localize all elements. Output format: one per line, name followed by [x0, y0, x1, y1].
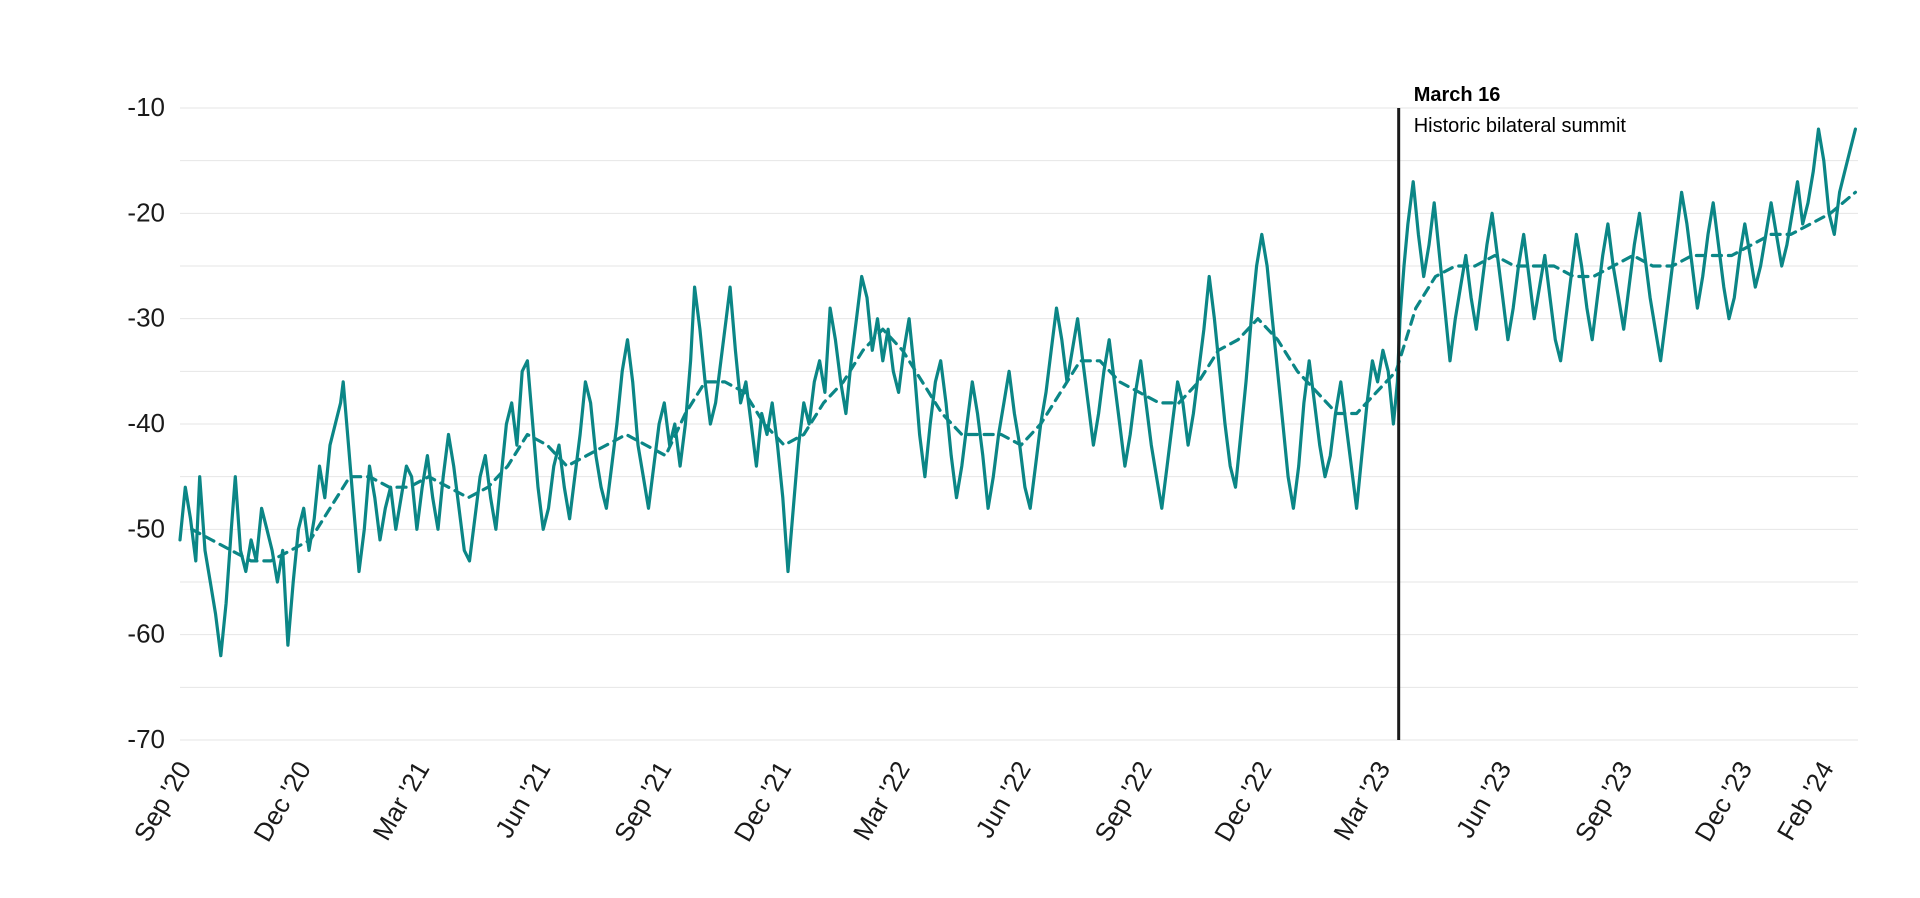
x-tick-label: Feb '24: [1771, 756, 1840, 845]
y-tick-label: -10: [127, 92, 165, 122]
grid-lines: [180, 107, 1858, 741]
x-tick-label: Mar '22: [847, 756, 916, 845]
y-tick-label: -50: [127, 513, 165, 543]
y-tick-label: -40: [127, 408, 165, 438]
x-tick-label: Dec '22: [1208, 756, 1278, 847]
solid-series-line: [178, 127, 1857, 658]
x-axis-tick-labels: Sep '20 Dec '20 Mar '21 Jun '21 Sep '21 Dec '…: [128, 756, 1840, 847]
annotation: March 16 Historic bilateral summit: [1397, 84, 1627, 740]
y-tick-label: -30: [127, 303, 165, 333]
series-lines: [178, 127, 1857, 658]
x-tick-label: Sep '23: [1569, 756, 1639, 847]
x-tick-label: Dec '20: [247, 756, 317, 847]
y-tick-label: -60: [127, 619, 165, 649]
x-tick-label: Mar '23: [1327, 756, 1396, 845]
dashed-series-line: [190, 190, 1857, 563]
annotation-text: Historic bilateral summit: [1414, 115, 1627, 137]
annotation-title: March 16: [1414, 84, 1501, 106]
x-tick-label: Dec '23: [1688, 756, 1758, 847]
y-axis-tick-labels: -10 -20 -30 -40 -50 -60 -70: [127, 92, 165, 754]
x-tick-label: Jun '23: [1450, 756, 1517, 843]
x-tick-label: Sep '20: [128, 756, 198, 847]
x-tick-label: Mar '21: [366, 756, 435, 845]
y-tick-label: -70: [127, 724, 165, 754]
x-tick-label: Jun '22: [969, 756, 1036, 843]
x-tick-label: Jun '21: [489, 756, 556, 843]
x-tick-label: Sep '21: [608, 756, 678, 847]
x-tick-label: Sep '22: [1088, 756, 1158, 847]
y-tick-label: -20: [127, 197, 165, 227]
x-tick-label: Dec '21: [728, 756, 798, 847]
